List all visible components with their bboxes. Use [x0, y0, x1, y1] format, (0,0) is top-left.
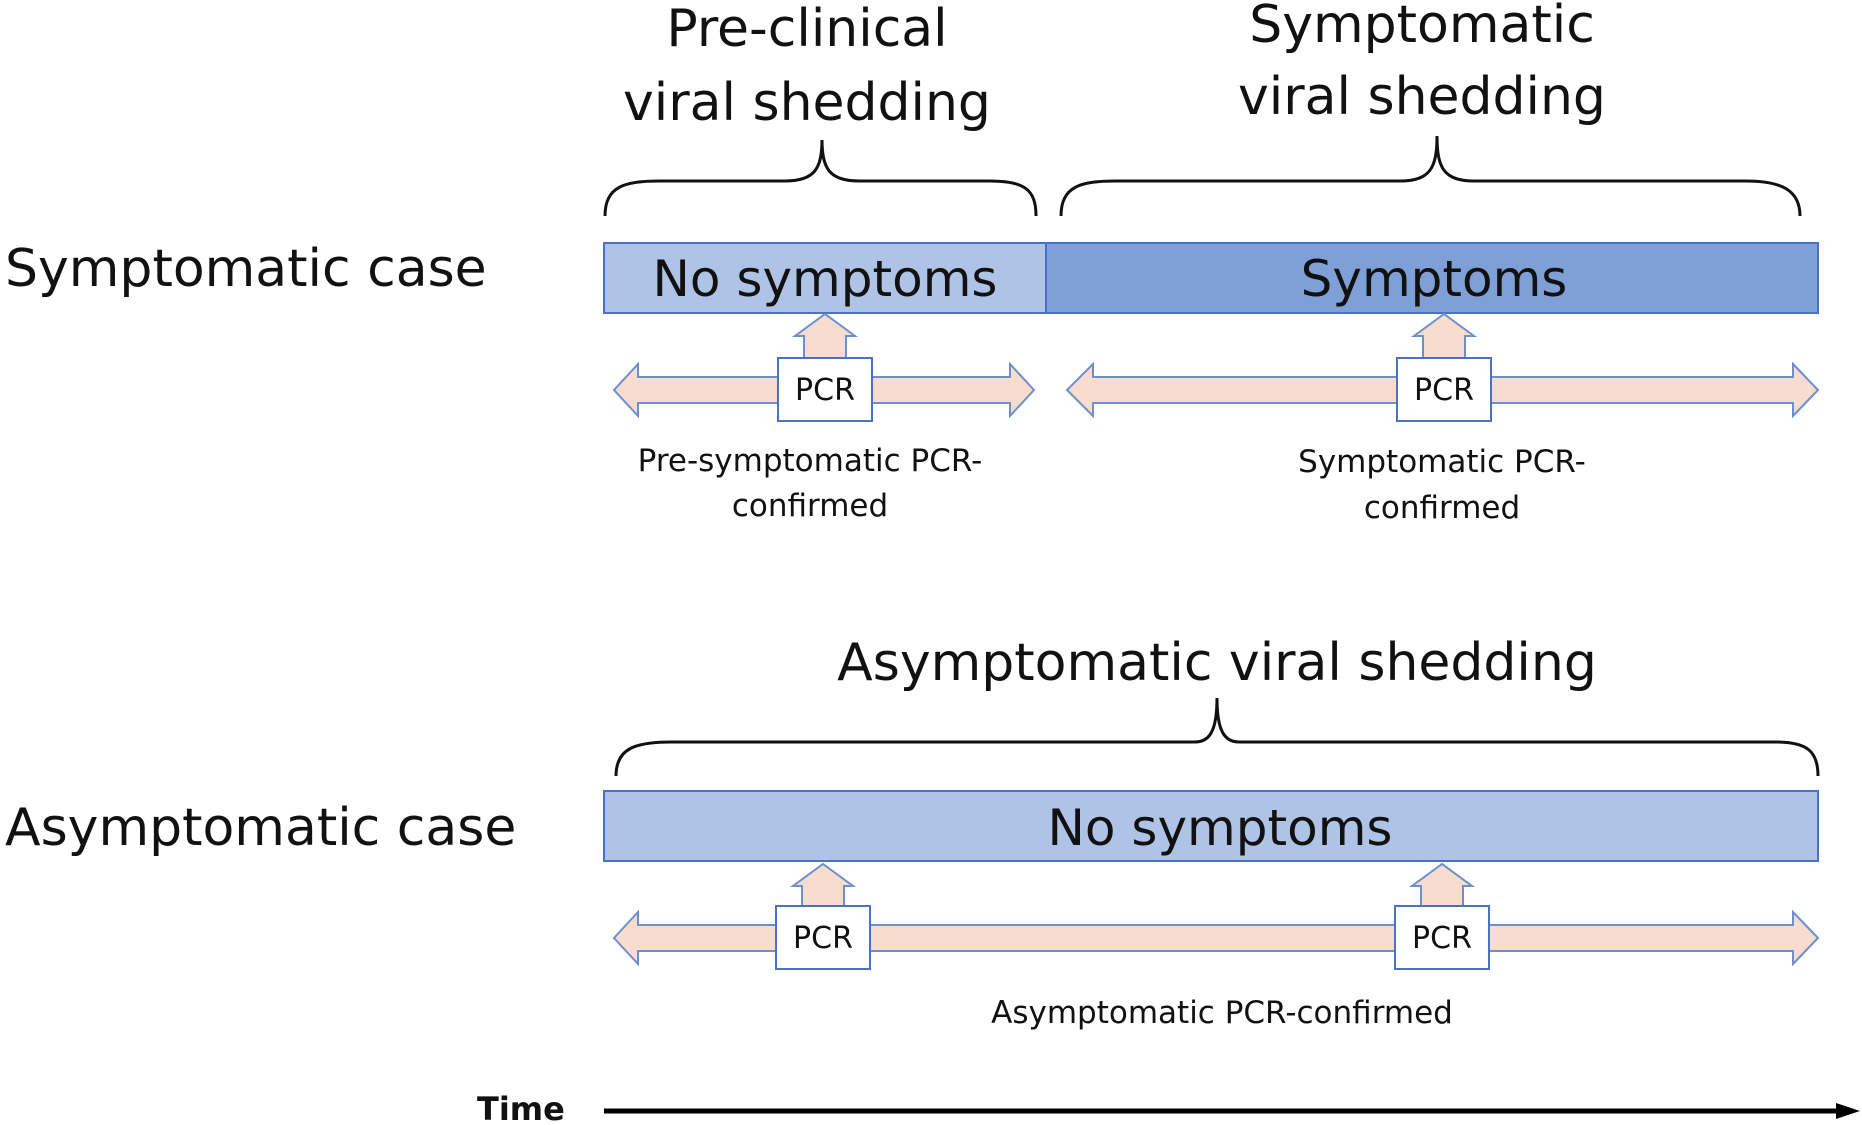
brace-label-asymptomatic: Asymptomatic viral shedding [837, 633, 1597, 693]
pcr-label-presymptomatic: PCR [795, 373, 855, 408]
brace-label-preclinical-line1: Pre-clinical [666, 0, 947, 59]
pcr-box-presymptomatic [777, 357, 873, 422]
up-arrow-symptomatic [1410, 312, 1478, 359]
brace-label-symptomatic-line1: Symptomatic [1249, 0, 1595, 55]
pcr-label-symptomatic: PCR [1414, 373, 1474, 408]
pcr-box-asymptomatic-left [775, 905, 871, 970]
row-label-asymptomatic: Asymptomatic case [5, 798, 516, 858]
bar-label-asymptomatic-no-symptoms: No symptoms [1048, 799, 1393, 857]
pcr-label-asymptomatic-left: PCR [793, 921, 853, 956]
caption-asymptomatic: Asymptomatic PCR-confirmed [991, 995, 1453, 1031]
pcr-box-symptomatic [1396, 357, 1492, 422]
double-arrow-asymptomatic [612, 909, 1820, 967]
caption-presymptomatic-line1: Pre-symptomatic PCR- [638, 443, 983, 479]
pcr-label-asymptomatic-right: PCR [1412, 921, 1472, 956]
bar-label-symptoms: Symptoms [1301, 250, 1568, 308]
brace-preclinical [603, 139, 1038, 217]
brace-label-symptomatic-line2: viral shedding [1238, 67, 1606, 127]
time-axis-label: Time [477, 1090, 565, 1125]
brace-symptomatic [1059, 135, 1802, 217]
up-arrow-presymptomatic [791, 312, 859, 359]
time-axis-arrowhead [1836, 1103, 1860, 1119]
row-label-symptomatic: Symptomatic case [5, 239, 487, 299]
bar-label-no-symptoms: No symptoms [653, 250, 998, 308]
up-arrow-asymptomatic-left [789, 862, 857, 907]
up-arrow-asymptomatic-right [1408, 862, 1476, 907]
bar-no-symptoms-asymptomatic [603, 790, 1819, 862]
caption-symptomatic-line2: confirmed [1364, 490, 1520, 526]
brace-label-preclinical-line2: viral shedding [623, 73, 991, 133]
brace-asymptomatic [614, 697, 1820, 777]
bar-no-symptoms-presymptomatic [603, 242, 1047, 314]
bar-symptoms [1045, 242, 1819, 314]
caption-presymptomatic-line2: confirmed [732, 488, 888, 524]
pcr-box-asymptomatic-right [1394, 905, 1490, 970]
caption-symptomatic-line1: Symptomatic PCR- [1298, 444, 1586, 480]
